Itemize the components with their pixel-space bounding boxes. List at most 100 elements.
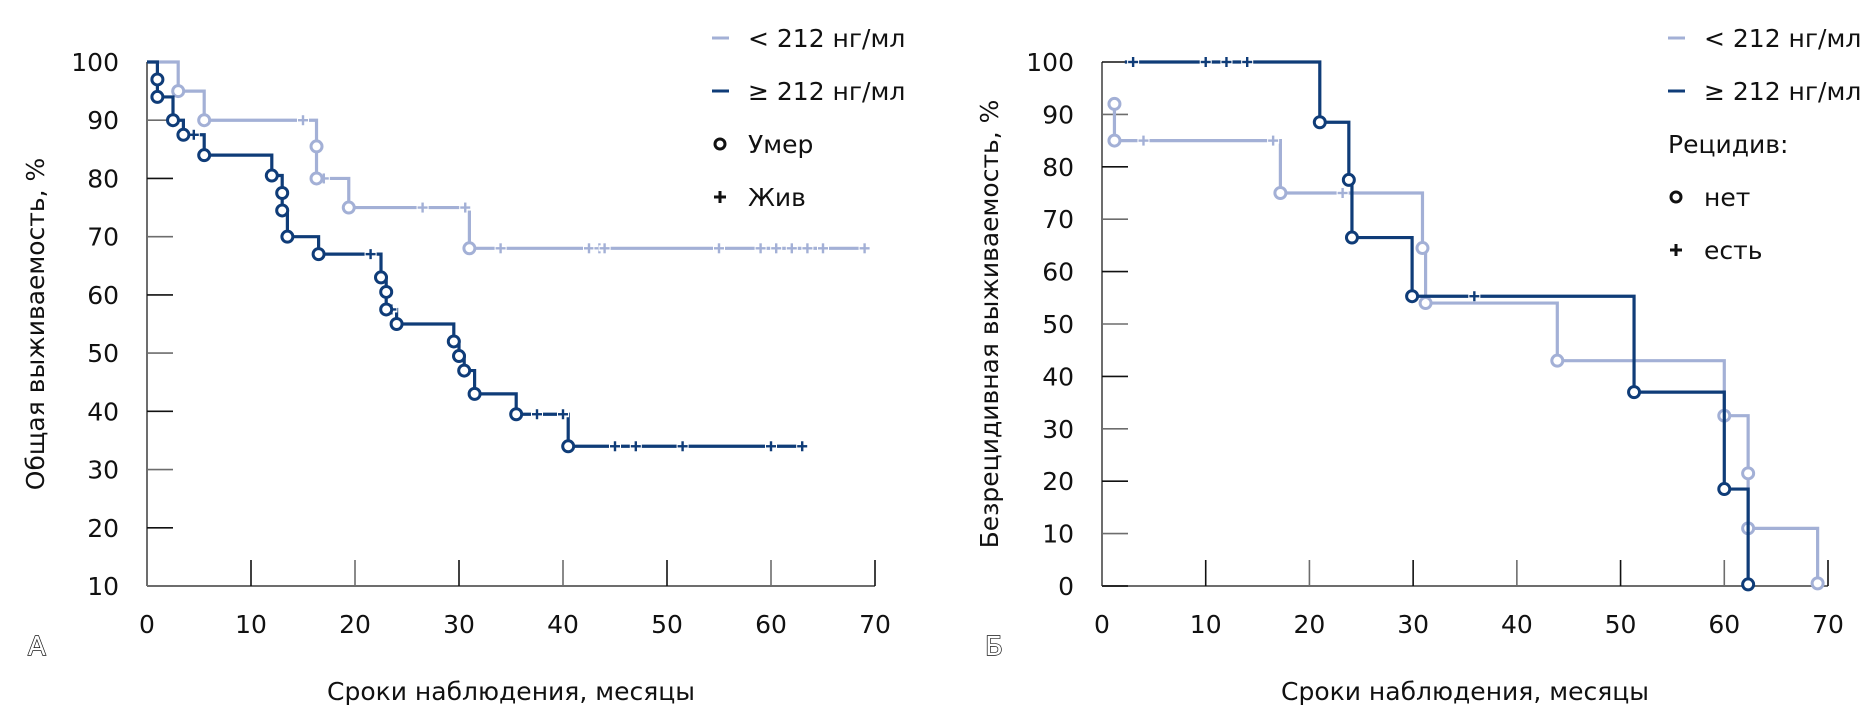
event-marker: [1273, 186, 1288, 200]
x-tick-label: 20: [1294, 610, 1326, 639]
event-marker: [275, 203, 290, 218]
chart-overall-survival: 10 20 30 40 50 60 70 80 90 100 0 10 20 30 40 50 60 70 Обща…: [21, 24, 905, 706]
legend-circle-icon: [713, 137, 727, 151]
x-tick-label: 60: [755, 610, 787, 639]
event-marker: [171, 84, 186, 99]
y-tick-label: 10: [87, 572, 119, 601]
event-marker: [467, 386, 482, 401]
y-tick-label: 0: [1058, 572, 1074, 601]
x-axis-title: Сроки наблюдения, месяцы: [327, 677, 695, 706]
legend-label: есть: [1704, 236, 1762, 265]
event-marker: [1344, 230, 1359, 245]
y-tick-label: 60: [1042, 258, 1074, 287]
event-marker: [1415, 241, 1430, 256]
legend-label: Умер: [748, 130, 813, 159]
y-tick-label: 80: [1042, 153, 1074, 182]
event-marker: [457, 363, 472, 378]
event-marker: [1418, 296, 1433, 311]
series-high: [1124, 57, 1756, 592]
x-tick-label: 10: [235, 610, 267, 639]
series-low: [1107, 96, 1825, 591]
event-marker: [389, 317, 404, 331]
y-tick-label: 90: [1042, 100, 1074, 129]
y-tick-label: 60: [87, 281, 119, 310]
event-marker: [452, 349, 466, 364]
event-marker: [197, 113, 212, 128]
y-axis-title: Безрецидивная выживаемость, %: [975, 100, 1004, 549]
y-tick-label: 40: [87, 397, 119, 426]
y-tick-label: 70: [87, 223, 119, 252]
y-tick-label: 100: [71, 48, 119, 77]
event-marker: [166, 113, 180, 128]
event-marker: [379, 284, 394, 299]
event-marker: [509, 407, 524, 422]
event-marker: [1405, 289, 1420, 304]
event-marker: [1741, 466, 1756, 481]
y-axis-title: Общая выживаемость, %: [21, 158, 50, 490]
y-tick-label: 80: [87, 164, 119, 193]
legend: < 212 нг/мл ≥ 212 нг/мл Умер Жив: [712, 24, 905, 212]
y-tick-label: 40: [1042, 362, 1074, 391]
legend-label: < 212 нг/мл: [1704, 24, 1861, 53]
y-tick-label: 50: [1042, 310, 1074, 339]
x-axis-title: Сроки наблюдения, месяцы: [1281, 677, 1649, 706]
event-marker: [561, 439, 576, 454]
event-marker: [462, 241, 477, 256]
event-marker: [1341, 172, 1356, 187]
y-tick-label: 10: [1042, 520, 1074, 549]
x-tick-label: 30: [443, 610, 475, 639]
event-marker: [1627, 385, 1642, 400]
x-tick-label: 0: [139, 610, 155, 639]
event-marker: [379, 302, 394, 317]
legend: < 212 нг/мл ≥ 212 нг/мл Рецидив: нет есть: [1668, 24, 1861, 265]
y-tick-label: 70: [1042, 205, 1074, 234]
x-tick-label: 40: [547, 610, 579, 639]
legend-label: Жив: [748, 183, 806, 212]
event-marker: [1107, 133, 1122, 148]
km-step-line: [1124, 60, 1750, 585]
event-marker: [1107, 96, 1122, 111]
x-tick-label: 0: [1094, 610, 1110, 639]
series-high: [147, 60, 809, 454]
event-marker: [446, 334, 461, 349]
y-tick-label: 20: [1042, 467, 1074, 496]
legend-label: ≥ 212 нг/мл: [748, 77, 905, 106]
event-marker: [264, 168, 279, 183]
y-tick-label: 100: [1026, 48, 1074, 77]
x-tick-label: 40: [1501, 610, 1533, 639]
km-step-line: [1112, 103, 1820, 584]
legend-heading: Рецидив:: [1668, 130, 1788, 159]
event-marker: [1810, 576, 1825, 591]
legend-circle-icon: [1669, 190, 1683, 204]
legend-label: ≥ 212 нг/мл: [1704, 77, 1861, 106]
x-tick-label: 70: [859, 610, 891, 639]
x-tick-label: 50: [651, 610, 683, 639]
legend-label: < 212 нг/мл: [748, 24, 905, 53]
event-marker: [150, 72, 165, 87]
legend-label: нет: [1704, 183, 1750, 212]
panel-letter: А: [28, 632, 46, 662]
y-tick-label: 90: [87, 106, 119, 135]
series-low: [147, 60, 871, 256]
x-tick-label: 10: [1190, 610, 1222, 639]
y-tick-label: 30: [87, 456, 119, 485]
event-marker: [150, 89, 165, 104]
x-tick-label: 20: [339, 610, 371, 639]
event-marker: [374, 270, 388, 285]
x-tick-label: 60: [1708, 610, 1740, 639]
x-tick-label: 30: [1397, 610, 1429, 639]
y-tick-label: 50: [87, 339, 119, 368]
panel-letter: Б: [985, 632, 1003, 662]
event-marker: [311, 247, 326, 262]
event-marker: [1717, 482, 1732, 497]
y-tick-label: 30: [1042, 415, 1074, 444]
y-tick-label: 20: [87, 514, 119, 543]
event-marker: [309, 139, 324, 154]
event-marker: [275, 186, 290, 200]
event-marker: [280, 229, 295, 244]
event-marker: [1312, 115, 1327, 130]
event-marker: [1741, 577, 1756, 592]
event-marker: [197, 148, 212, 163]
chart-relapse-free-survival: 0 10 20 30 40 50 60 70 80 90 100 0 10 20 30 40 50 60 70 Без…: [975, 24, 1861, 706]
